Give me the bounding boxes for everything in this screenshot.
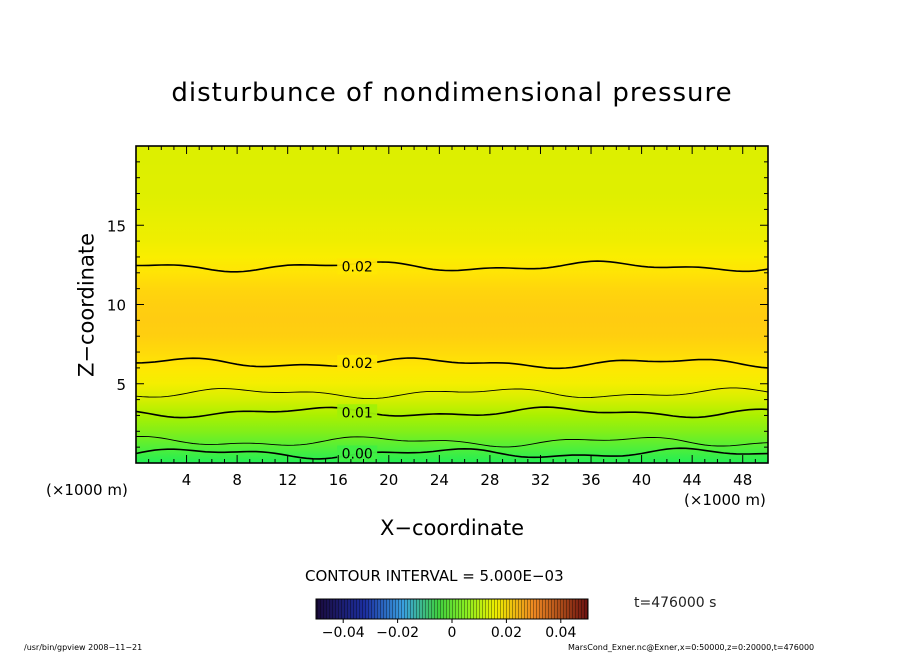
colorbar: −0.04 −0.02 0 0.02 0.04: [315, 598, 589, 641]
x-tick-label: 16: [329, 471, 348, 489]
x-tick-label: 12: [278, 471, 297, 489]
contour-label-bg: [337, 258, 378, 275]
y-axis-label: Z−coordinate: [74, 233, 99, 377]
colorbar-tick-label: 0: [448, 625, 457, 641]
colorbar-ticks: −0.04 −0.02 0 0.02 0.04: [322, 619, 576, 641]
contour-label-bg: [337, 445, 378, 462]
x-tick-label: 44: [683, 471, 702, 489]
contour-interval-label: CONTOUR INTERVAL = 5.000E−03: [305, 567, 564, 585]
contour-line: [136, 260, 769, 273]
contour-lines: 0.00 0.01 0.02 0.02: [135, 258, 769, 462]
contour-line: [135, 406, 769, 419]
contour-line: [135, 435, 769, 448]
colorbar-tick-label: −0.04: [322, 625, 365, 641]
x-tick-label: 32: [531, 471, 550, 489]
x-tick-label: 48: [733, 471, 752, 489]
colorbar-stripes-overlay: [316, 599, 588, 619]
contour-label-bg: [337, 404, 378, 421]
colorbar-tick-label: 0.02: [491, 625, 522, 641]
contour-label: 0.02: [342, 356, 373, 372]
y-tick-label: 15: [107, 217, 126, 235]
colorbar-tick-label: 0.04: [545, 625, 576, 641]
y-tick-label: 10: [107, 297, 126, 315]
x-tick-label: 36: [581, 471, 600, 489]
x-tick-label: 24: [430, 471, 449, 489]
time-label: t=476000 s: [634, 595, 717, 611]
contour-line: [135, 387, 769, 400]
x-tick-label: 28: [480, 471, 499, 489]
colorbar-tick-label: −0.02: [376, 625, 419, 641]
contour-label: 0.00: [342, 446, 373, 462]
y-tick-label: 5: [116, 376, 126, 394]
contour-line: [135, 357, 769, 370]
x-tick-label: 4: [182, 471, 192, 489]
x-tick-label: 20: [379, 471, 398, 489]
contour-label-bg: [337, 355, 378, 372]
x-tick-label: 8: [232, 471, 242, 489]
x-axis-label: X−coordinate: [380, 516, 524, 540]
pressure-field: [136, 146, 768, 463]
x-unit-left: (×1000 m): [46, 481, 128, 499]
footer-left: /usr/bin/gpview 2008−11−21: [24, 643, 143, 652]
contour-label: 0.02: [342, 259, 373, 275]
chart-title: disturbunce of nondimensional pressure: [171, 78, 733, 108]
contour-label: 0.01: [342, 405, 373, 421]
contour-line: [135, 447, 769, 460]
footer-right: MarsCond_Exner.nc@Exner,x=0:50000,z=0:20…: [568, 643, 815, 652]
x-tick-label: 40: [632, 471, 651, 489]
x-unit-right: (×1000 m): [684, 491, 766, 509]
